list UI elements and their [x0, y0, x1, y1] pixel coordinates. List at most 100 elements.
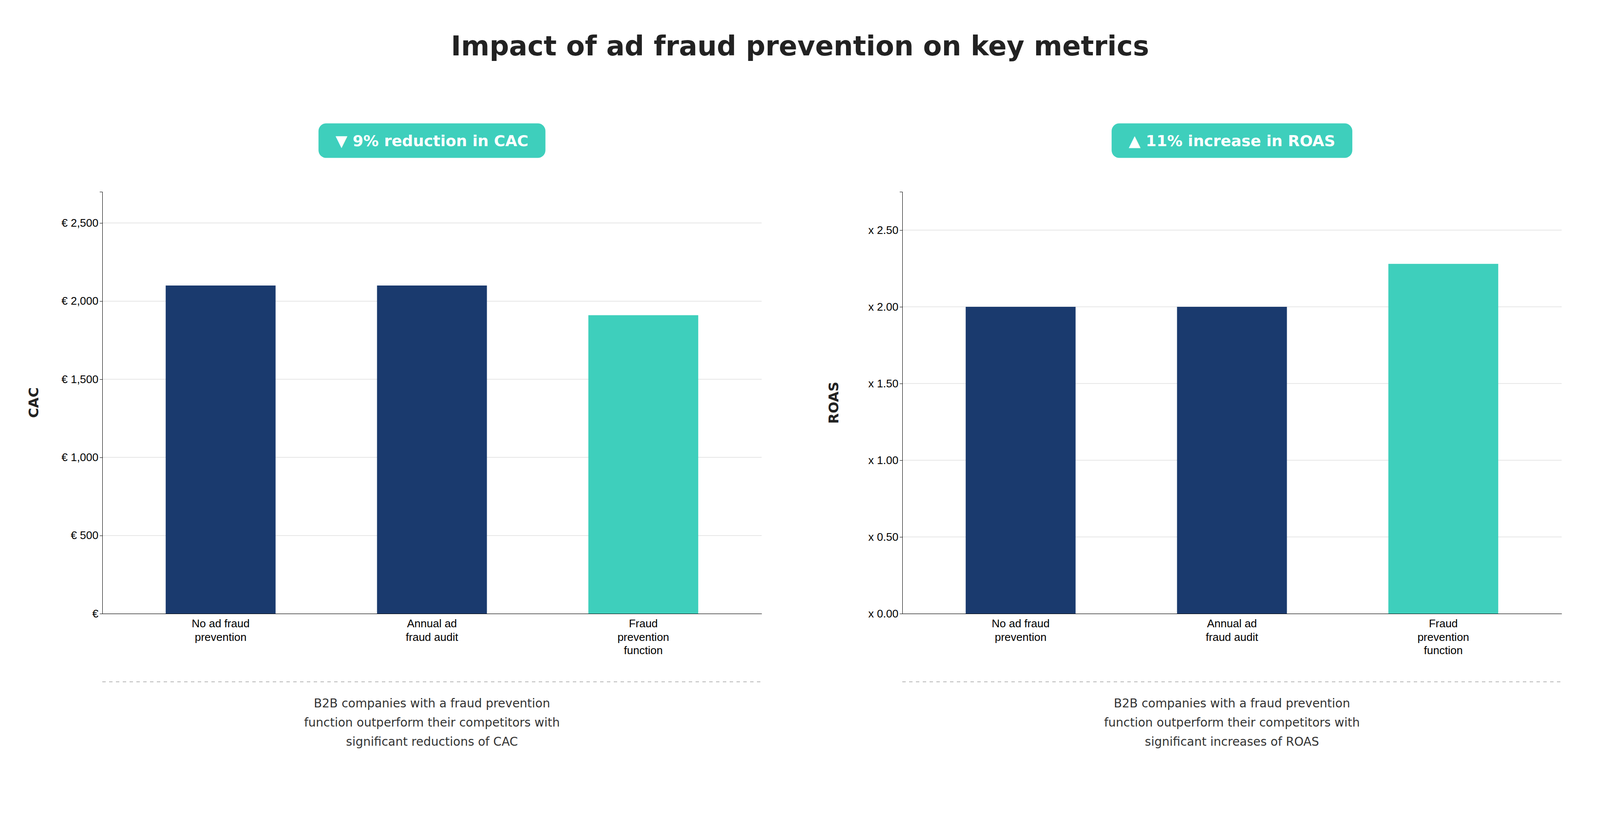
- y-tick: € 1,500: [61, 372, 103, 386]
- badge-background: [318, 123, 546, 159]
- y-tick-label: x 0.50: [868, 530, 899, 544]
- y-tick-label: € 1,000: [61, 450, 99, 464]
- text-line: function outperform their competitors wi…: [303, 715, 560, 730]
- x-tick-label: No ad fraudprevention: [191, 617, 250, 644]
- y-tick-mark: [99, 457, 103, 458]
- badge-text: ▲ 11% increase in ROAS: [1128, 132, 1336, 150]
- grid: [102, 222, 762, 614]
- y-tick: x 0.00: [868, 607, 903, 621]
- y-tick-mark: [899, 383, 903, 385]
- text-line: function: [623, 644, 663, 657]
- caption: B2B companies with a fraud prevention fun…: [1103, 696, 1360, 749]
- text-line: function: [1423, 644, 1463, 657]
- text-line: B2B companies with a fraud prevention: [1113, 696, 1351, 711]
- y-tick: € 500: [70, 528, 103, 542]
- text-line: prevention: [994, 630, 1047, 644]
- x-axis: No ad fraudpreventionAnnual adfraud audi…: [902, 614, 1563, 657]
- x-tick-label: Fraudpreventionfunction: [617, 617, 670, 657]
- grid: [902, 230, 1562, 614]
- y-tick: x 1.00: [868, 453, 903, 467]
- bar: [165, 285, 276, 614]
- y-axis-title: CAC: [25, 387, 42, 419]
- text-line: B2B companies with a fraud prevention: [313, 696, 551, 711]
- grid-line: [102, 222, 762, 224]
- separator: [902, 681, 1562, 683]
- badge-background: [1111, 123, 1353, 159]
- bars: [165, 285, 699, 614]
- x-tick: No ad fraudprevention: [991, 617, 1050, 644]
- text-line: Annual ad: [407, 617, 457, 630]
- y-axis-line: [899, 192, 903, 615]
- y-tick-label: € 500: [70, 528, 99, 542]
- separator: [102, 681, 762, 683]
- text-line: prevention: [194, 630, 247, 644]
- y-tick-mark: [899, 537, 903, 538]
- panel: ▼ 9% reduction in CAC € € 500 € 1,000 € 1,50…: [25, 123, 763, 749]
- text-line: fraud audit: [1205, 630, 1259, 644]
- y-tick-label: x 0.00: [868, 607, 899, 621]
- x-tick: Fraudpreventionfunction: [1417, 617, 1470, 657]
- y-tick-label: x 2.50: [868, 223, 899, 237]
- x-tick: Fraudpreventionfunction: [617, 617, 670, 657]
- y-tick: x 0.50: [868, 530, 903, 544]
- x-tick-label: No ad fraudprevention: [991, 617, 1050, 644]
- bar: [1177, 306, 1288, 614]
- y-tick-label: € 1,500: [61, 372, 99, 386]
- y-tick: x 2.50: [868, 223, 903, 237]
- x-axis: No ad fraudpreventionAnnual adfraud audi…: [102, 614, 763, 657]
- y-tick: € 2,000: [61, 294, 103, 308]
- y-tick-mark: [99, 613, 103, 615]
- x-tick-label: Annual adfraud audit: [1205, 617, 1259, 644]
- caption: B2B companies with a fraud prevention fun…: [303, 696, 560, 749]
- y-axis-line: [99, 192, 103, 615]
- badge-text: ▼ 9% reduction in CAC: [335, 132, 529, 150]
- panel: ▲ 11% increase in ROAS x 0.00 x 0.50 x 1.00…: [825, 123, 1563, 749]
- text-line: Fraud: [1428, 617, 1458, 630]
- bar: [965, 306, 1076, 614]
- bars: [965, 263, 1499, 614]
- y-axis: x 0.00 x 0.50 x 1.00 x 1.50 x 2.00 x 2.50: [868, 192, 903, 621]
- title: Impact of ad fraud prevention on key met…: [450, 30, 1150, 62]
- badge: ▼ 9% reduction in CAC: [318, 123, 546, 159]
- x-tick-label: Annual adfraud audit: [405, 617, 459, 644]
- y-tick-mark: [899, 460, 903, 461]
- y-tick-mark: [99, 301, 103, 302]
- y-tick-label: x 1.00: [868, 453, 899, 467]
- text-line: fraud audit: [405, 630, 459, 644]
- x-tick: Annual adfraud audit: [405, 617, 459, 644]
- text-line: Fraud: [628, 617, 658, 630]
- text-line: prevention: [617, 630, 670, 644]
- y-tick-label: €: [92, 607, 99, 621]
- x-tick: No ad fraudprevention: [191, 617, 250, 644]
- x-tick-label: Fraudpreventionfunction: [1417, 617, 1470, 657]
- text-line: function outperform their competitors wi…: [1103, 715, 1360, 730]
- y-tick-mark: [99, 222, 103, 224]
- y-tick: x 1.50: [868, 377, 903, 390]
- bar: [1388, 263, 1499, 614]
- y-tick-mark: [899, 230, 903, 231]
- y-tick-label: € 2,000: [61, 294, 99, 308]
- text-line: prevention: [1417, 630, 1470, 644]
- y-tick-mark: [899, 613, 903, 615]
- x-tick: Annual adfraud audit: [1205, 617, 1259, 644]
- x-axis-line: [902, 613, 1563, 615]
- text-line: significant reductions of CAC: [346, 734, 518, 749]
- grid-line: [902, 229, 1562, 231]
- text-line: No ad fraud: [191, 617, 250, 630]
- y-tick-label: x 2.00: [868, 300, 899, 314]
- text-line: Annual ad: [1207, 617, 1257, 630]
- y-tick-mark: [899, 306, 903, 308]
- text-line: No ad fraud: [991, 617, 1050, 630]
- y-axis-title: ROAS: [825, 381, 842, 425]
- bar: [588, 315, 699, 614]
- y-tick: € 1,000: [61, 450, 103, 464]
- y-tick-mark: [99, 535, 103, 537]
- y-tick-label: € 2,500: [61, 216, 99, 230]
- y-axis: € € 500 € 1,000 € 1,500 € 2,000 € 2,500: [61, 192, 103, 621]
- y-tick: x 2.00: [868, 300, 903, 314]
- y-tick-mark: [99, 379, 103, 380]
- badge: ▲ 11% increase in ROAS: [1111, 123, 1353, 159]
- text-line: significant increases of ROAS: [1144, 734, 1320, 749]
- x-axis-line: [102, 613, 763, 615]
- y-tick: € 2,500: [61, 216, 103, 230]
